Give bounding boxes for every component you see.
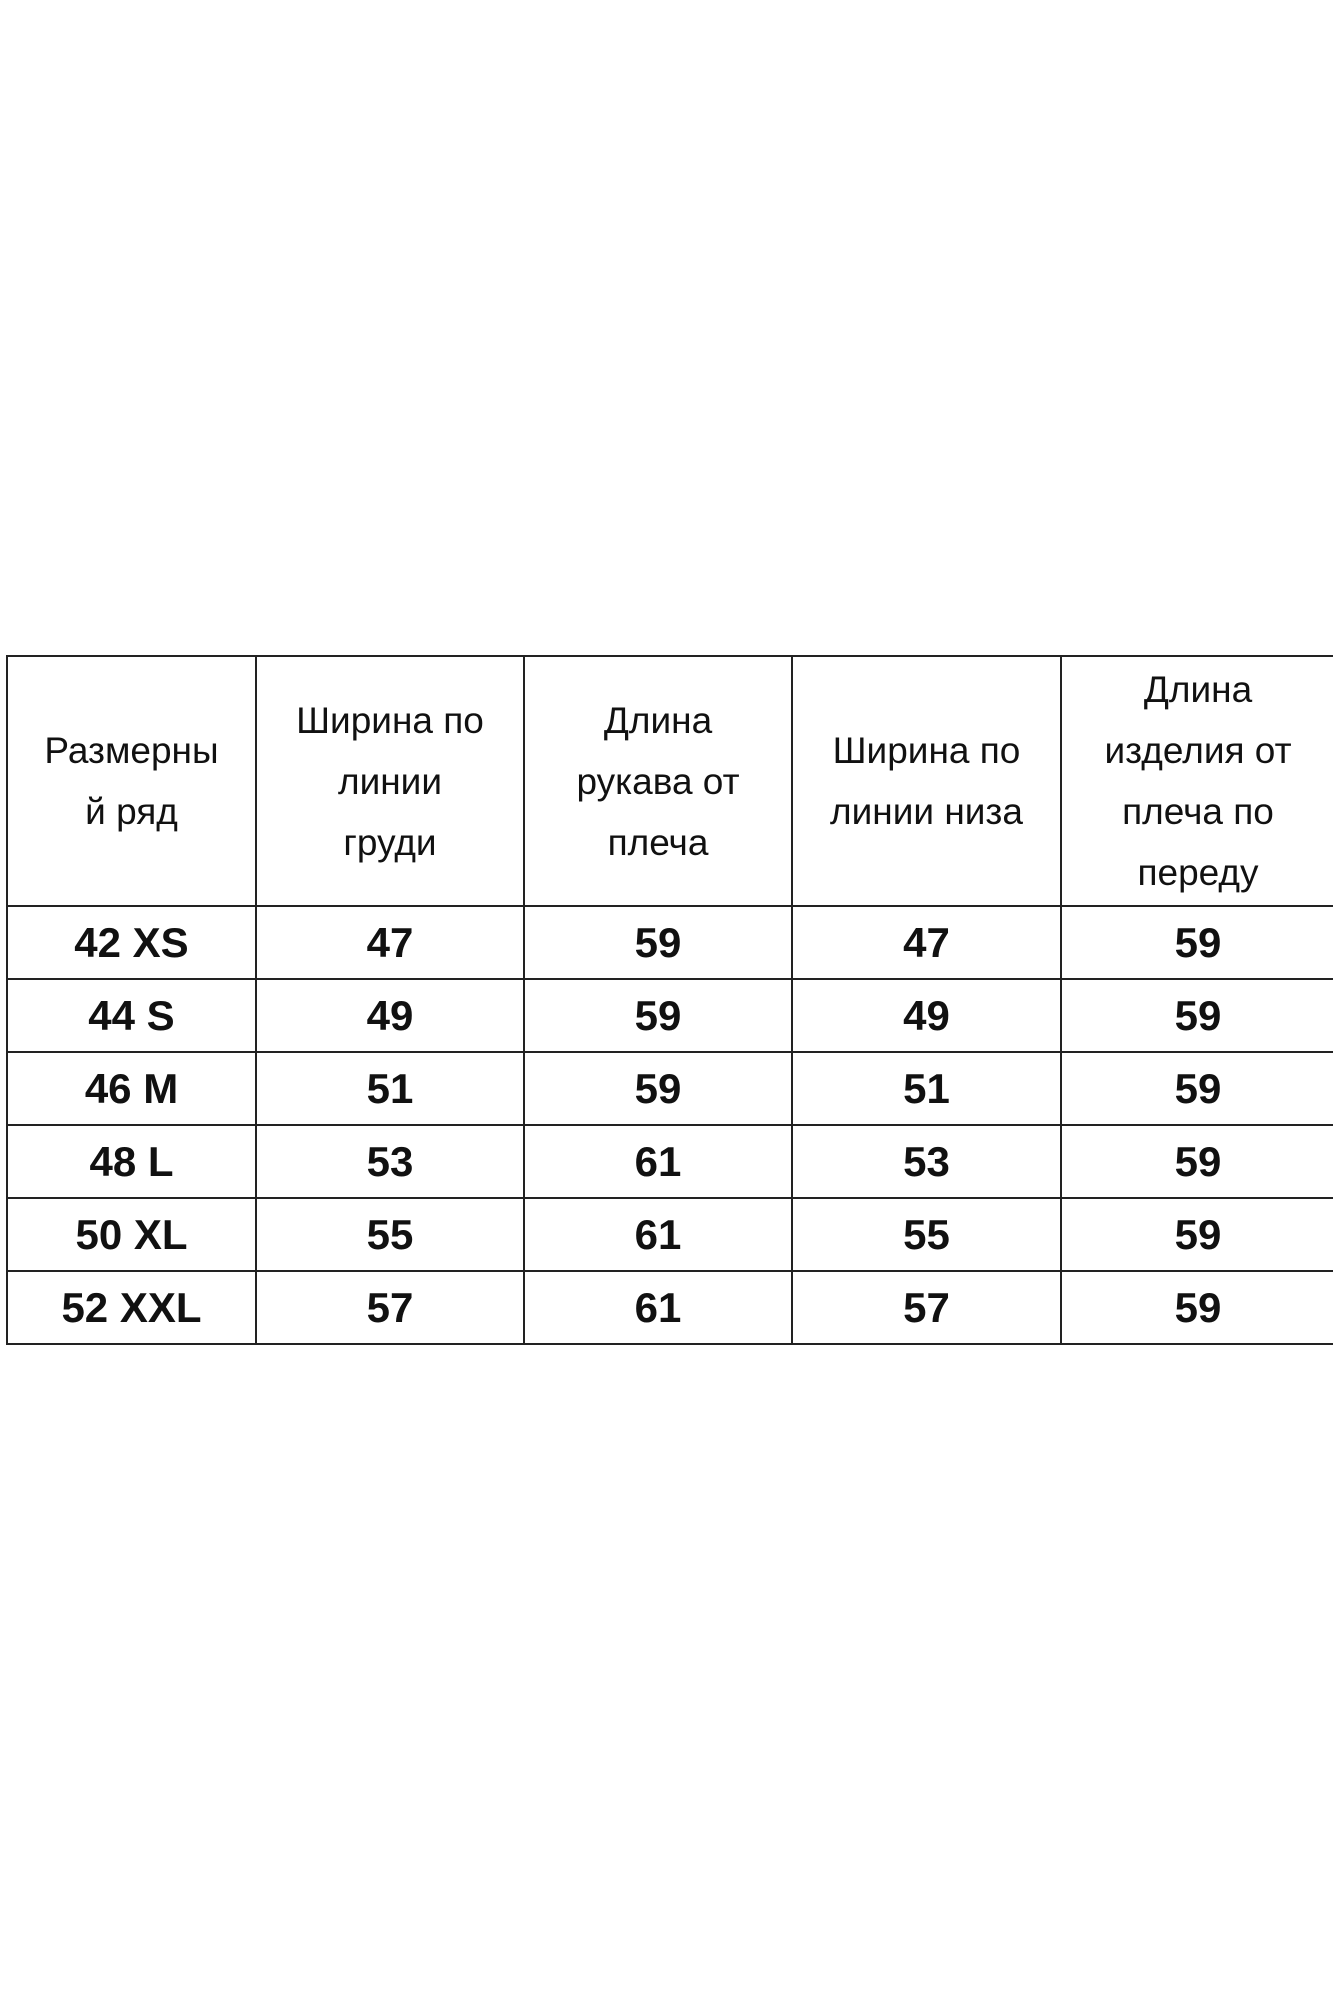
header-line: рукава от bbox=[576, 760, 740, 802]
size-cell: 52 XXL bbox=[6, 1270, 257, 1345]
table-row: 48 L 53 61 53 59 bbox=[6, 1124, 1333, 1199]
measurement-cell: 53 bbox=[255, 1124, 525, 1199]
measurement-cell: 57 bbox=[255, 1270, 525, 1345]
header-line: й ряд bbox=[85, 791, 178, 832]
column-header: Ширина по линии груди bbox=[255, 655, 525, 907]
size-chart-table: Размерны й ряд Ширина по линии груди Длина рук… bbox=[6, 655, 1333, 1345]
size-cell: 46 M bbox=[6, 1051, 257, 1126]
measurement-cell: 59 bbox=[1060, 1051, 1333, 1126]
table-row: 52 XXL 57 61 57 59 bbox=[6, 1270, 1333, 1345]
table-row: 42 XS 47 59 47 59 bbox=[6, 905, 1333, 980]
header-line: Длина bbox=[603, 699, 713, 741]
header-line: линии низа bbox=[830, 791, 1023, 832]
size-cell: 44 S bbox=[6, 978, 257, 1053]
table-row: 50 XL 55 61 55 59 bbox=[6, 1197, 1333, 1272]
measurement-cell: 47 bbox=[791, 905, 1062, 980]
header-line: Ширина по bbox=[832, 730, 1021, 771]
header-line: линии bbox=[337, 760, 443, 802]
measurement-cell: 59 bbox=[1060, 1124, 1333, 1199]
measurement-cell: 59 bbox=[1060, 905, 1333, 980]
header-line: груди bbox=[343, 821, 437, 863]
header-line: Размерны bbox=[44, 730, 219, 771]
header-line: плеча по bbox=[1122, 791, 1274, 832]
measurement-cell: 59 bbox=[523, 905, 793, 980]
column-header: Ширина по линии низа bbox=[791, 655, 1062, 907]
header-line: изделия от bbox=[1104, 730, 1292, 771]
measurement-cell: 59 bbox=[1060, 1197, 1333, 1272]
measurement-cell: 47 bbox=[255, 905, 525, 980]
table-row: 44 S 49 59 49 59 bbox=[6, 978, 1333, 1053]
measurement-cell: 51 bbox=[791, 1051, 1062, 1126]
measurement-cell: 55 bbox=[791, 1197, 1062, 1272]
header-line: плеча bbox=[607, 821, 709, 863]
measurement-cell: 59 bbox=[1060, 1270, 1333, 1345]
measurement-cell: 49 bbox=[255, 978, 525, 1053]
column-header: Длина изделия от плеча по переду bbox=[1060, 655, 1333, 907]
header-row: Размерны й ряд Ширина по линии груди Длина рук… bbox=[6, 655, 1333, 907]
size-cell: 42 XS bbox=[6, 905, 257, 980]
measurement-cell: 61 bbox=[523, 1124, 793, 1199]
header-line: Длина bbox=[1143, 669, 1253, 710]
measurement-cell: 51 bbox=[255, 1051, 525, 1126]
header-line: переду bbox=[1137, 852, 1259, 893]
measurement-cell: 59 bbox=[523, 978, 793, 1053]
measurement-cell: 55 bbox=[255, 1197, 525, 1272]
measurement-cell: 53 bbox=[791, 1124, 1062, 1199]
column-header: Размерны й ряд bbox=[6, 655, 257, 907]
measurement-cell: 49 bbox=[791, 978, 1062, 1053]
measurement-cell: 61 bbox=[523, 1270, 793, 1345]
size-cell: 48 L bbox=[6, 1124, 257, 1199]
header-line: Ширина по bbox=[296, 699, 484, 741]
measurement-cell: 61 bbox=[523, 1197, 793, 1272]
measurement-cell: 59 bbox=[523, 1051, 793, 1126]
table-row: 46 M 51 59 51 59 bbox=[6, 1051, 1333, 1126]
size-cell: 50 XL bbox=[6, 1197, 257, 1272]
column-header: Длина рукава от плеча bbox=[523, 655, 793, 907]
measurement-cell: 59 bbox=[1060, 978, 1333, 1053]
measurement-cell: 57 bbox=[791, 1270, 1062, 1345]
